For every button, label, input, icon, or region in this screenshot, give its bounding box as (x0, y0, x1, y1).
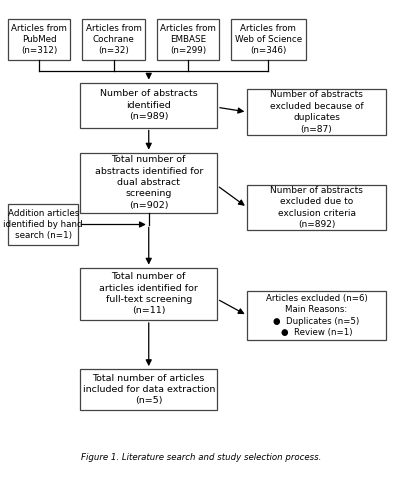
Text: Number of abstracts
excluded because of
duplicates
(n=87): Number of abstracts excluded because of … (269, 90, 363, 134)
FancyBboxPatch shape (8, 204, 78, 245)
Text: Total number of
abstracts identified for
dual abstract
screening
(n=902): Total number of abstracts identified for… (94, 155, 203, 210)
Text: Total number of articles
included for data extraction
(n=5): Total number of articles included for da… (82, 374, 215, 406)
FancyBboxPatch shape (8, 19, 70, 60)
FancyBboxPatch shape (80, 82, 217, 128)
Text: Articles excluded (n=6)
Main Reasons:
●  Duplicates (n=5)
●  Review (n=1): Articles excluded (n=6) Main Reasons: ● … (265, 294, 367, 337)
Text: Articles from
EMBASE
(n=299): Articles from EMBASE (n=299) (160, 24, 215, 56)
Text: Addition articles
identified by hand
search (n=1): Addition articles identified by hand sea… (3, 208, 83, 240)
FancyBboxPatch shape (82, 19, 144, 60)
Text: Articles from
Cochrane
(n=32): Articles from Cochrane (n=32) (85, 24, 141, 56)
Text: Articles from
PubMed
(n=312): Articles from PubMed (n=312) (11, 24, 67, 56)
FancyBboxPatch shape (80, 152, 217, 212)
FancyBboxPatch shape (247, 291, 385, 340)
FancyBboxPatch shape (231, 19, 305, 60)
FancyBboxPatch shape (247, 185, 385, 230)
Text: Number of abstracts
excluded due to
exclusion criteria
(n=892): Number of abstracts excluded due to excl… (269, 186, 362, 229)
Text: Articles from
Web of Science
(n=346): Articles from Web of Science (n=346) (234, 24, 301, 56)
FancyBboxPatch shape (80, 268, 217, 320)
Text: Total number of
articles identified for
full-text screening
(n=11): Total number of articles identified for … (99, 272, 198, 316)
FancyBboxPatch shape (80, 369, 217, 410)
FancyBboxPatch shape (156, 19, 219, 60)
FancyBboxPatch shape (247, 89, 385, 135)
Text: Number of abstracts
identified
(n=989): Number of abstracts identified (n=989) (99, 89, 197, 121)
Text: Figure 1. Literature search and study selection process.: Figure 1. Literature search and study se… (81, 453, 320, 462)
